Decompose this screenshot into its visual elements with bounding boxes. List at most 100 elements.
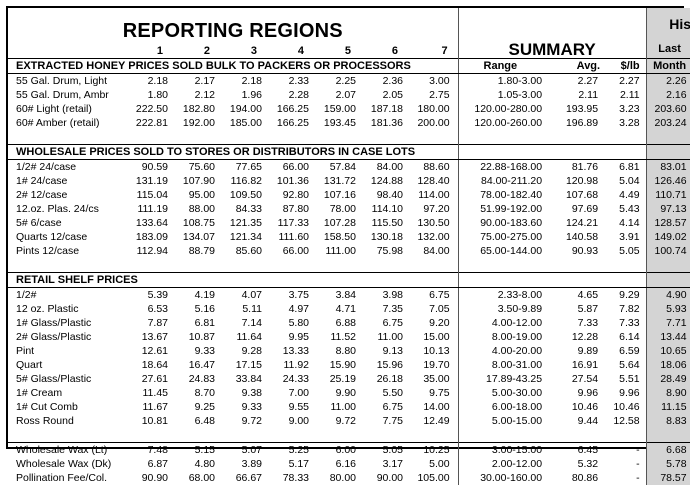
table-row: 55 Gal. Drum, Light 2.18 2.17 2.18 2.33 2.25 2… (8, 73, 690, 88)
row-label: 2# 12/case (16, 189, 68, 201)
row-label: Pollination Fee/Col. (16, 472, 108, 484)
avg-value: 5.32 (577, 458, 599, 470)
region-7-value: 12.49 (423, 415, 450, 427)
table-row: 55 Gal. Drum, Ambr 1.80 2.12 1.96 2.28 2.07 2.… (8, 88, 690, 102)
region-7-value: 19.70 (423, 359, 450, 371)
last-month-value: 149.02 (645, 230, 690, 244)
region-6-value: 130.18 (370, 231, 403, 243)
per-lb-value: - (636, 458, 640, 470)
section-spacer (8, 428, 690, 443)
row-label: Wholesale Wax (Dk) (16, 458, 112, 470)
row-label: 5# 6/case (16, 217, 62, 229)
range-value: 120.00-280.00 (457, 102, 555, 116)
table-row: 60# Light (retail) 222.50 182.80 194.00 166.… (8, 102, 690, 116)
region-1-value: 2.18 (147, 75, 168, 87)
region-6-value: 114.10 (371, 203, 403, 215)
section-title-pad (457, 272, 647, 288)
region-5-value: 11.00 (330, 401, 357, 413)
region-4-value: 9.55 (288, 401, 309, 413)
per-lb-value: 3.91 (619, 231, 640, 243)
avg-value: 10.46 (571, 401, 599, 413)
region-4-value: 9.95 (288, 331, 309, 343)
section-title-row: WHOLESALE PRICES SOLD TO STORES OR DISTR… (8, 144, 690, 160)
table-row: Pint 12.61 9.33 9.28 13.33 8.80 9.13 10.13 4.00-… (8, 344, 690, 358)
avg-value: 9.96 (577, 387, 599, 399)
row-label: 1# Cut Comb (16, 401, 78, 413)
region-3-value: 121.35 (229, 217, 262, 229)
header-subtitles-row: 1234567SUMMARYLastLast (8, 40, 690, 59)
avg-value: 6.45 (577, 444, 599, 456)
region-6-value: 3.17 (382, 458, 403, 470)
price-report-table: REPORTING REGIONS History 1 2 3 4 5 6 7 SUMMARYLa… (6, 6, 690, 485)
last-month-label-top: Last (645, 40, 690, 59)
region-4-value: 111.60 (278, 231, 309, 243)
last-month-value: 100.74 (645, 244, 690, 258)
region-7-value: 200.00 (417, 117, 450, 129)
section-divider-row (8, 442, 690, 443)
region-4-value: 9.00 (288, 415, 309, 427)
per-lb-value: 7.33 (619, 317, 640, 329)
region-4-value: 5.80 (288, 317, 309, 329)
avg-value: 196.89 (565, 117, 599, 129)
region-number-1: 1 (156, 45, 163, 57)
table-row: Wholesale Wax (Dk) 6.87 4.80 3.89 5.17 6.16 3.… (8, 457, 690, 471)
region-7-value: 84.00 (423, 245, 450, 257)
region-6-value: 187.18 (370, 103, 403, 115)
region-3-value: 11.64 (236, 331, 263, 343)
last-month-value: 7.71 (645, 316, 690, 330)
region-6-value: 26.18 (376, 373, 403, 385)
region-5-value: 80.00 (329, 472, 356, 484)
region-5-value: 131.72 (323, 175, 356, 187)
row-label: Pints 12/case (16, 245, 80, 257)
region-number-7: 7 (441, 45, 448, 57)
region-6-value: 90.00 (376, 472, 403, 484)
section-title-pad (645, 272, 690, 288)
region-2-value: 9.33 (194, 345, 215, 357)
divider-cell (8, 442, 459, 443)
spacer-cell (457, 428, 647, 443)
last-month-value: 2.16 (645, 88, 690, 102)
region-1-value: 13.67 (141, 331, 168, 343)
region-3-value: 185.00 (229, 117, 262, 129)
region-1-value: 183.09 (135, 231, 168, 243)
region-4-value: 11.92 (283, 359, 310, 371)
avg-value: 4.65 (577, 289, 599, 301)
region-3-value: 2.18 (241, 75, 262, 87)
last-month-value: 110.71 (645, 188, 690, 202)
region-6-value: 115.50 (371, 217, 403, 229)
avg-value: 27.54 (571, 373, 599, 385)
spacer-cell (8, 130, 458, 145)
region-3-value: 194.00 (229, 103, 262, 115)
avg-value: 140.58 (565, 231, 599, 243)
region-5-value: 6.00 (335, 444, 356, 456)
table-row: 60# Amber (retail) 222.81 192.00 185.00 166.… (8, 116, 690, 130)
last-month-value: 5.93 (645, 302, 690, 316)
region-3-value: 9.28 (241, 345, 262, 357)
region-4-value: 66.00 (282, 245, 309, 257)
region-3-value: 5.11 (242, 303, 262, 315)
spacer-cell (457, 258, 647, 273)
region-6-value: 6.75 (382, 401, 403, 413)
region-6-value: 181.36 (370, 117, 403, 129)
section-title-pad (645, 144, 690, 160)
region-3-value: 109.50 (229, 189, 262, 201)
region-4-value: 92.80 (282, 189, 309, 201)
spacer-cell (8, 428, 458, 443)
per-lb-header: $/lb (606, 58, 647, 74)
per-lb-value: 2.27 (619, 75, 640, 87)
region-2-value: 134.07 (182, 231, 215, 243)
last-month-value: 83.01 (645, 159, 690, 174)
region-3-value: 4.07 (241, 289, 262, 301)
region-5-value: 9.72 (335, 415, 356, 427)
region-5-value: 2.25 (335, 75, 356, 87)
region-5-value: 159.00 (323, 103, 356, 115)
region-2-value: 24.83 (188, 373, 215, 385)
region-7-value: 9.75 (429, 387, 450, 399)
avg-value: 9.44 (577, 415, 599, 427)
region-7-value: 97.20 (423, 203, 450, 215)
range-value: 4.00-20.00 (457, 344, 555, 358)
region-7-value: 114.00 (418, 189, 450, 201)
region-6-value: 84.00 (376, 161, 403, 173)
region-number-3: 3 (250, 45, 257, 57)
row-label: 2# Glass/Plastic (16, 331, 92, 343)
